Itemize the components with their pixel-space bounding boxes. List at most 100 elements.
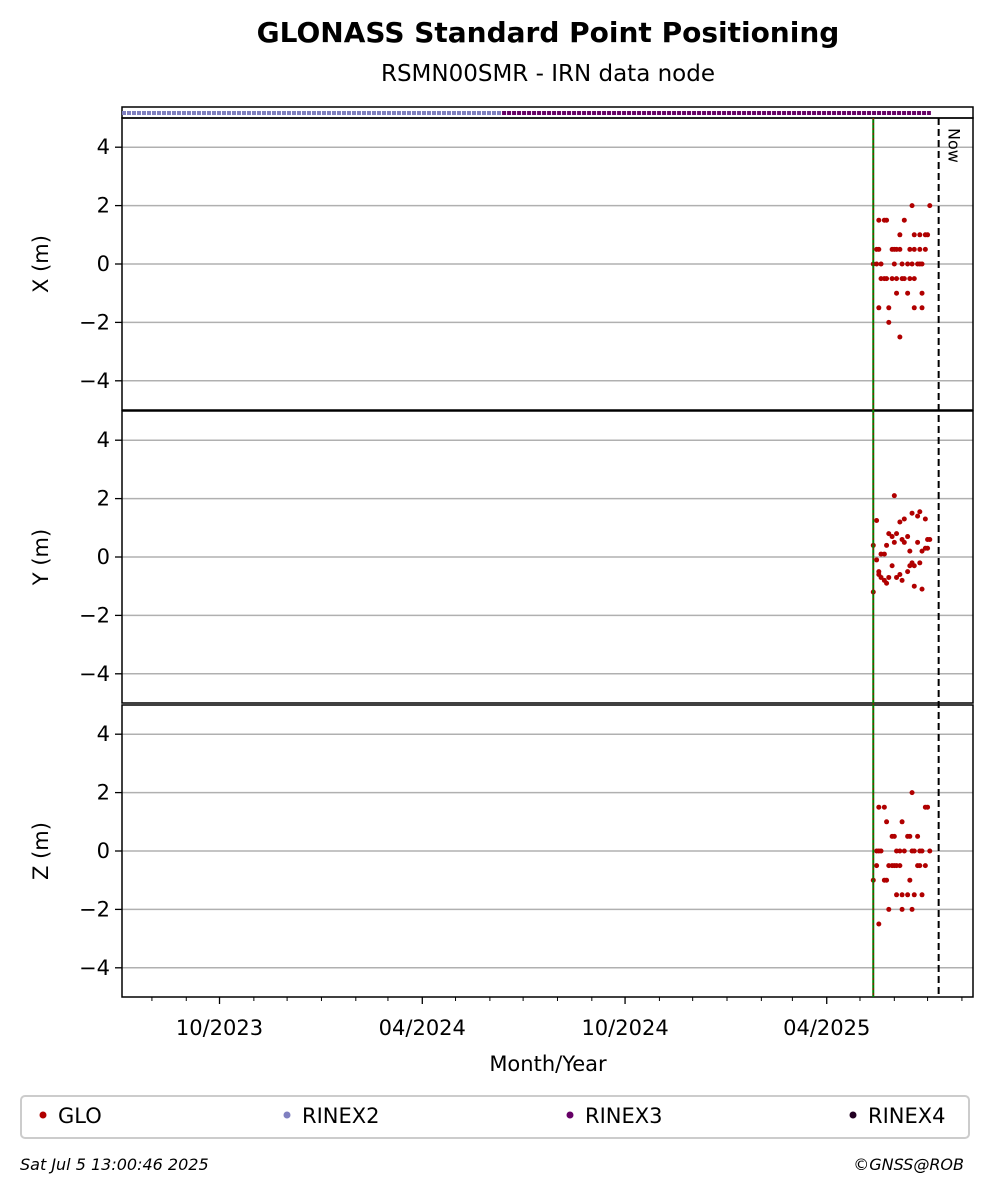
x-tick-label: 04/2024 bbox=[379, 1016, 466, 1040]
x-tick-label: 10/2024 bbox=[581, 1016, 668, 1040]
data-point bbox=[886, 319, 892, 325]
data-point bbox=[891, 833, 897, 839]
data-point bbox=[917, 246, 923, 252]
data-point bbox=[911, 892, 917, 898]
data-point bbox=[894, 531, 900, 537]
data-point bbox=[925, 232, 931, 238]
data-point bbox=[894, 574, 900, 580]
data-point bbox=[911, 246, 917, 252]
legend-label: RINEX4 bbox=[868, 1104, 946, 1128]
data-point bbox=[884, 877, 890, 883]
legend-label: RINEX3 bbox=[585, 1104, 663, 1128]
y-axis-label: X (m) bbox=[29, 235, 53, 293]
x-axis-label: Month/Year bbox=[489, 1052, 607, 1076]
panel-frame bbox=[121, 704, 974, 998]
data-point bbox=[897, 232, 903, 238]
footer-credit: ©GNSS@ROB bbox=[853, 1155, 964, 1174]
legend-marker bbox=[566, 1111, 574, 1119]
data-point bbox=[905, 569, 911, 575]
data-point bbox=[881, 804, 887, 810]
data-point bbox=[878, 574, 884, 580]
data-point bbox=[878, 848, 884, 854]
legend-marker bbox=[39, 1111, 47, 1119]
data-point bbox=[907, 548, 913, 554]
data-point bbox=[891, 261, 897, 267]
data-point bbox=[922, 246, 928, 252]
data-point bbox=[917, 863, 923, 869]
data-point bbox=[922, 516, 928, 522]
legend-label: RINEX2 bbox=[302, 1104, 380, 1128]
data-point bbox=[919, 848, 925, 854]
data-point bbox=[886, 531, 892, 537]
data-point bbox=[901, 848, 907, 854]
data-point bbox=[919, 586, 925, 592]
data-point bbox=[927, 848, 933, 854]
data-point bbox=[897, 246, 903, 252]
y-tick-label: 4 bbox=[97, 428, 110, 452]
data-point bbox=[874, 518, 880, 523]
data-point bbox=[899, 906, 905, 912]
data-point bbox=[889, 563, 895, 569]
data-point bbox=[919, 261, 925, 267]
y-tick-label: 0 bbox=[97, 839, 110, 863]
y-tick-label: −4 bbox=[79, 369, 110, 393]
data-point bbox=[925, 804, 931, 810]
footer-date: Sat Jul 5 13:00:46 2025 bbox=[20, 1155, 209, 1174]
y-tick-label: 0 bbox=[97, 252, 110, 276]
data-point bbox=[899, 261, 905, 267]
data-point bbox=[909, 906, 915, 912]
y-tick-label: 4 bbox=[97, 135, 110, 159]
data-point bbox=[909, 203, 915, 209]
data-point bbox=[886, 574, 892, 580]
y-tick-label: −4 bbox=[79, 956, 110, 980]
data-point bbox=[874, 557, 880, 563]
data-point bbox=[884, 276, 890, 282]
data-point bbox=[876, 305, 882, 311]
data-point bbox=[927, 203, 933, 209]
data-point bbox=[876, 921, 882, 927]
data-point bbox=[917, 560, 923, 566]
data-point bbox=[894, 892, 900, 898]
data-point bbox=[907, 877, 913, 883]
data-point bbox=[899, 892, 905, 898]
y-tick-label: 0 bbox=[97, 545, 110, 569]
data-point bbox=[889, 276, 895, 282]
data-point bbox=[907, 276, 913, 282]
chart-subtitle: RSMN00SMR - IRN data node bbox=[381, 61, 715, 87]
y-tick-label: −2 bbox=[79, 603, 110, 627]
y-tick-label: −2 bbox=[79, 310, 110, 334]
data-point bbox=[911, 583, 917, 589]
data-point bbox=[925, 545, 931, 551]
data-point bbox=[911, 232, 917, 238]
data-point bbox=[891, 493, 897, 499]
data-point bbox=[901, 516, 907, 522]
data-point bbox=[901, 539, 907, 545]
data-point bbox=[919, 892, 925, 898]
data-point bbox=[927, 536, 933, 542]
data-point bbox=[894, 290, 900, 296]
data-point bbox=[905, 290, 911, 296]
data-point bbox=[876, 804, 882, 810]
x-tick-label: 10/2023 bbox=[176, 1016, 263, 1040]
data-point bbox=[919, 305, 925, 311]
data-point bbox=[874, 261, 880, 267]
legend-marker bbox=[283, 1111, 291, 1119]
data-point bbox=[899, 819, 905, 825]
data-point bbox=[917, 509, 923, 515]
data-point bbox=[886, 906, 892, 912]
data-point bbox=[876, 217, 882, 223]
data-point bbox=[909, 510, 915, 516]
data-point bbox=[897, 863, 903, 869]
data-point bbox=[919, 548, 925, 554]
data-point bbox=[889, 534, 895, 540]
data-point bbox=[919, 290, 925, 296]
data-point bbox=[886, 305, 892, 311]
data-point bbox=[905, 892, 911, 898]
legend-marker bbox=[849, 1111, 857, 1119]
data-point bbox=[911, 305, 917, 311]
data-point bbox=[874, 863, 880, 869]
y-tick-label: 2 bbox=[97, 194, 110, 218]
data-point bbox=[894, 276, 900, 282]
y-axis-label: Z (m) bbox=[29, 822, 53, 880]
